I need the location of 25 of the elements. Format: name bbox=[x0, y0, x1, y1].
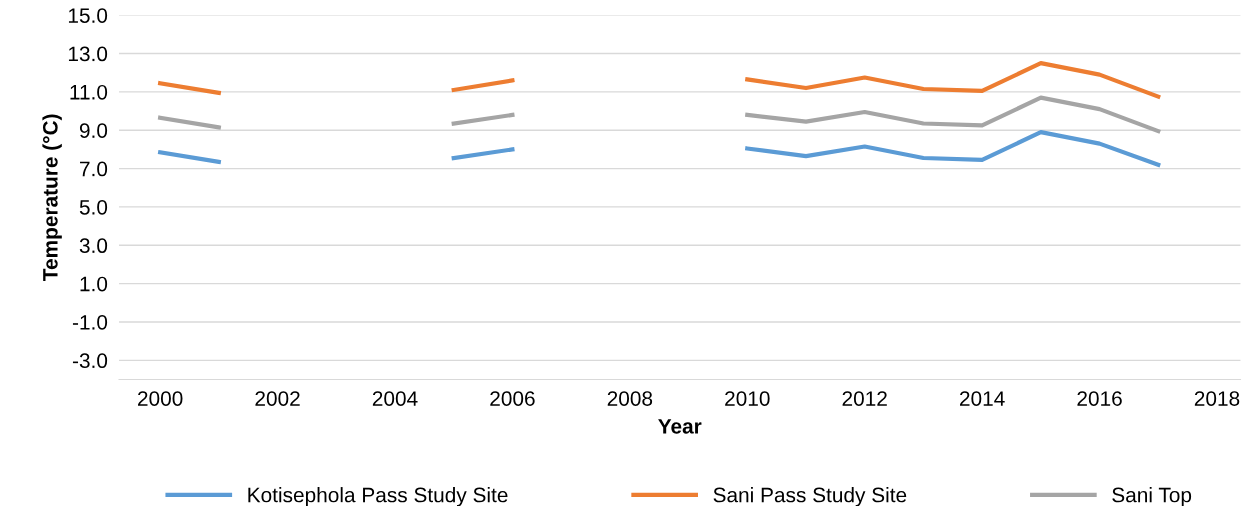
y-tick-label: 1.0 bbox=[80, 276, 108, 292]
y-tick-label: 7.0 bbox=[80, 161, 108, 177]
y-axis-title: Temperature (°C) bbox=[42, 114, 62, 281]
x-tick-label: 2008 bbox=[607, 391, 653, 406]
legend-label: Sani Pass Study Site bbox=[713, 487, 907, 506]
x-axis-title: Year bbox=[658, 419, 702, 434]
x-tick-label: 2006 bbox=[490, 391, 535, 406]
y-tick-label: -3.0 bbox=[72, 353, 108, 369]
x-tick-label: 2010 bbox=[725, 391, 770, 406]
y-tick-label: 9.0 bbox=[79, 123, 108, 138]
x-tick-label: 2004 bbox=[372, 391, 418, 406]
x-tick-label: 2012 bbox=[842, 391, 887, 406]
x-tick-label: 2016 bbox=[1077, 391, 1122, 406]
y-tick-label: -1.0 bbox=[72, 314, 108, 330]
x-tick-label: 2002 bbox=[255, 391, 300, 406]
y-tick-label: 5.0 bbox=[79, 199, 108, 215]
x-tick-label: 2014 bbox=[960, 391, 1005, 406]
y-tick-label: 11.0 bbox=[70, 84, 108, 100]
x-tick-label: 2000 bbox=[138, 391, 183, 406]
x-tick-label: 2018 bbox=[1194, 391, 1240, 406]
y-tick-label: 3.0 bbox=[79, 238, 108, 254]
legend-label: Sani Top bbox=[1112, 487, 1192, 506]
y-tick-label: 15.0 bbox=[68, 8, 108, 23]
legend-label: Kotisephola Pass Study Site bbox=[248, 487, 508, 506]
y-tick-label: 13.0 bbox=[68, 46, 108, 62]
